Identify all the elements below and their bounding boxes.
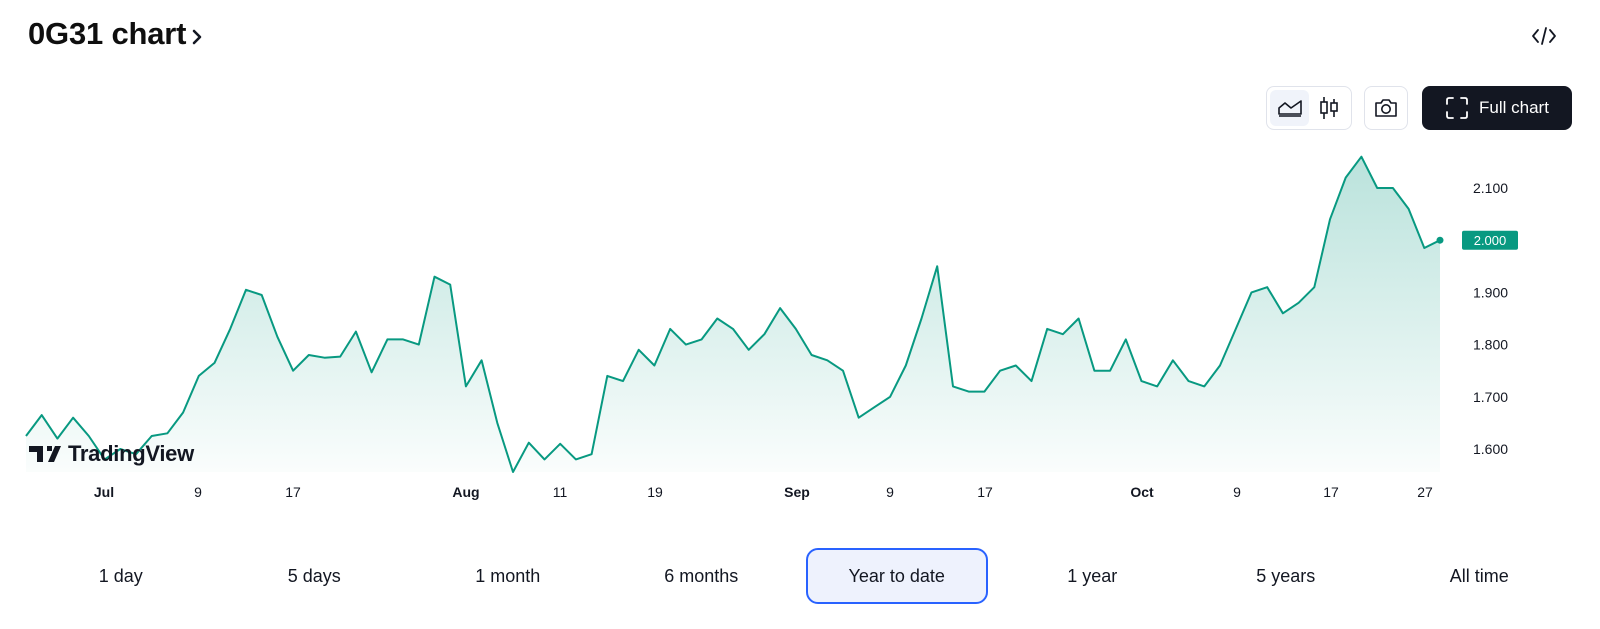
full-chart-button[interactable]: Full chart: [1422, 86, 1572, 130]
chart-type-toggle: [1266, 86, 1352, 130]
tradingview-logo-mark: [29, 446, 61, 462]
embed-code-icon[interactable]: [1530, 22, 1558, 50]
page-title: 0G31 chart: [28, 16, 187, 51]
x-tick-label: 17: [1323, 484, 1339, 500]
last-price-dot: [1436, 236, 1444, 244]
x-tick-label: 19: [647, 484, 663, 500]
chart-title-link[interactable]: 0G31 chart: [28, 16, 204, 52]
y-tick-label: 1.900: [1473, 284, 1508, 300]
tradingview-logo: TradingView: [29, 441, 195, 466]
x-tick-label: 27: [1417, 484, 1433, 500]
x-tick-label: 17: [977, 484, 993, 500]
x-tick-label: 9: [1233, 484, 1241, 500]
candles-chart-button[interactable]: [1309, 90, 1348, 126]
y-tick-label: 2.100: [1473, 180, 1508, 196]
full-chart-label: Full chart: [1479, 98, 1549, 117]
time-range-selector: 1 day 5 days 1 month 6 months Year to date 1 …: [24, 548, 1576, 604]
price-line: [25, 155, 1441, 473]
range-1-year[interactable]: 1 year: [1067, 565, 1118, 586]
x-tick-label: Aug: [452, 484, 479, 500]
x-tick-label: 11: [553, 484, 568, 500]
range-6-months[interactable]: 6 months: [664, 565, 739, 586]
last-price-label: 2.000: [1462, 230, 1518, 250]
candles-icon: [1319, 97, 1338, 119]
y-tick-label: 1.800: [1473, 337, 1508, 353]
y-tick-label: 1.600: [1473, 441, 1508, 457]
x-tick-label: Jul: [94, 484, 114, 500]
y-tick-label: 1.700: [1473, 389, 1508, 405]
x-tick-label: 17: [285, 484, 301, 500]
range-all-time[interactable]: All time: [1449, 565, 1509, 586]
range-1-day[interactable]: 1 day: [98, 565, 143, 586]
fullscreen-icon: [1446, 97, 1468, 119]
last-price-label-bg: [1462, 230, 1518, 250]
last-price-label-text: 2.000: [1474, 233, 1507, 248]
x-tick-label: 9: [886, 484, 894, 500]
camera-icon: [1375, 99, 1397, 117]
range-1-month[interactable]: 1 month: [475, 565, 541, 586]
y-axis: 2.100 1.900 1.800 1.700 1.600: [1473, 180, 1508, 457]
price-chart[interactable]: 2.100 1.900 1.800 1.700 1.600 Jul 9 17 Aug 11 19 S…: [0, 0, 1600, 540]
area-fill: [26, 156, 1440, 472]
area-chart-button[interactable]: [1270, 90, 1309, 126]
range-5-years[interactable]: 5 years: [1256, 565, 1316, 586]
snapshot-button[interactable]: [1364, 86, 1408, 130]
x-tick-label: Oct: [1130, 484, 1154, 500]
x-tick-label: Sep: [784, 484, 810, 500]
range-year-to-date[interactable]: Year to date: [806, 548, 988, 604]
tradingview-wordmark: TradingView: [68, 441, 195, 466]
x-axis: Jul 9 17 Aug 11 19 Sep 9 17 Oct 9 17 27: [94, 484, 1433, 500]
area-chart-icon: [1277, 100, 1302, 117]
chevron-right-icon: [192, 29, 202, 45]
x-tick-label: 9: [194, 484, 202, 500]
range-5-days[interactable]: 5 days: [287, 565, 341, 586]
